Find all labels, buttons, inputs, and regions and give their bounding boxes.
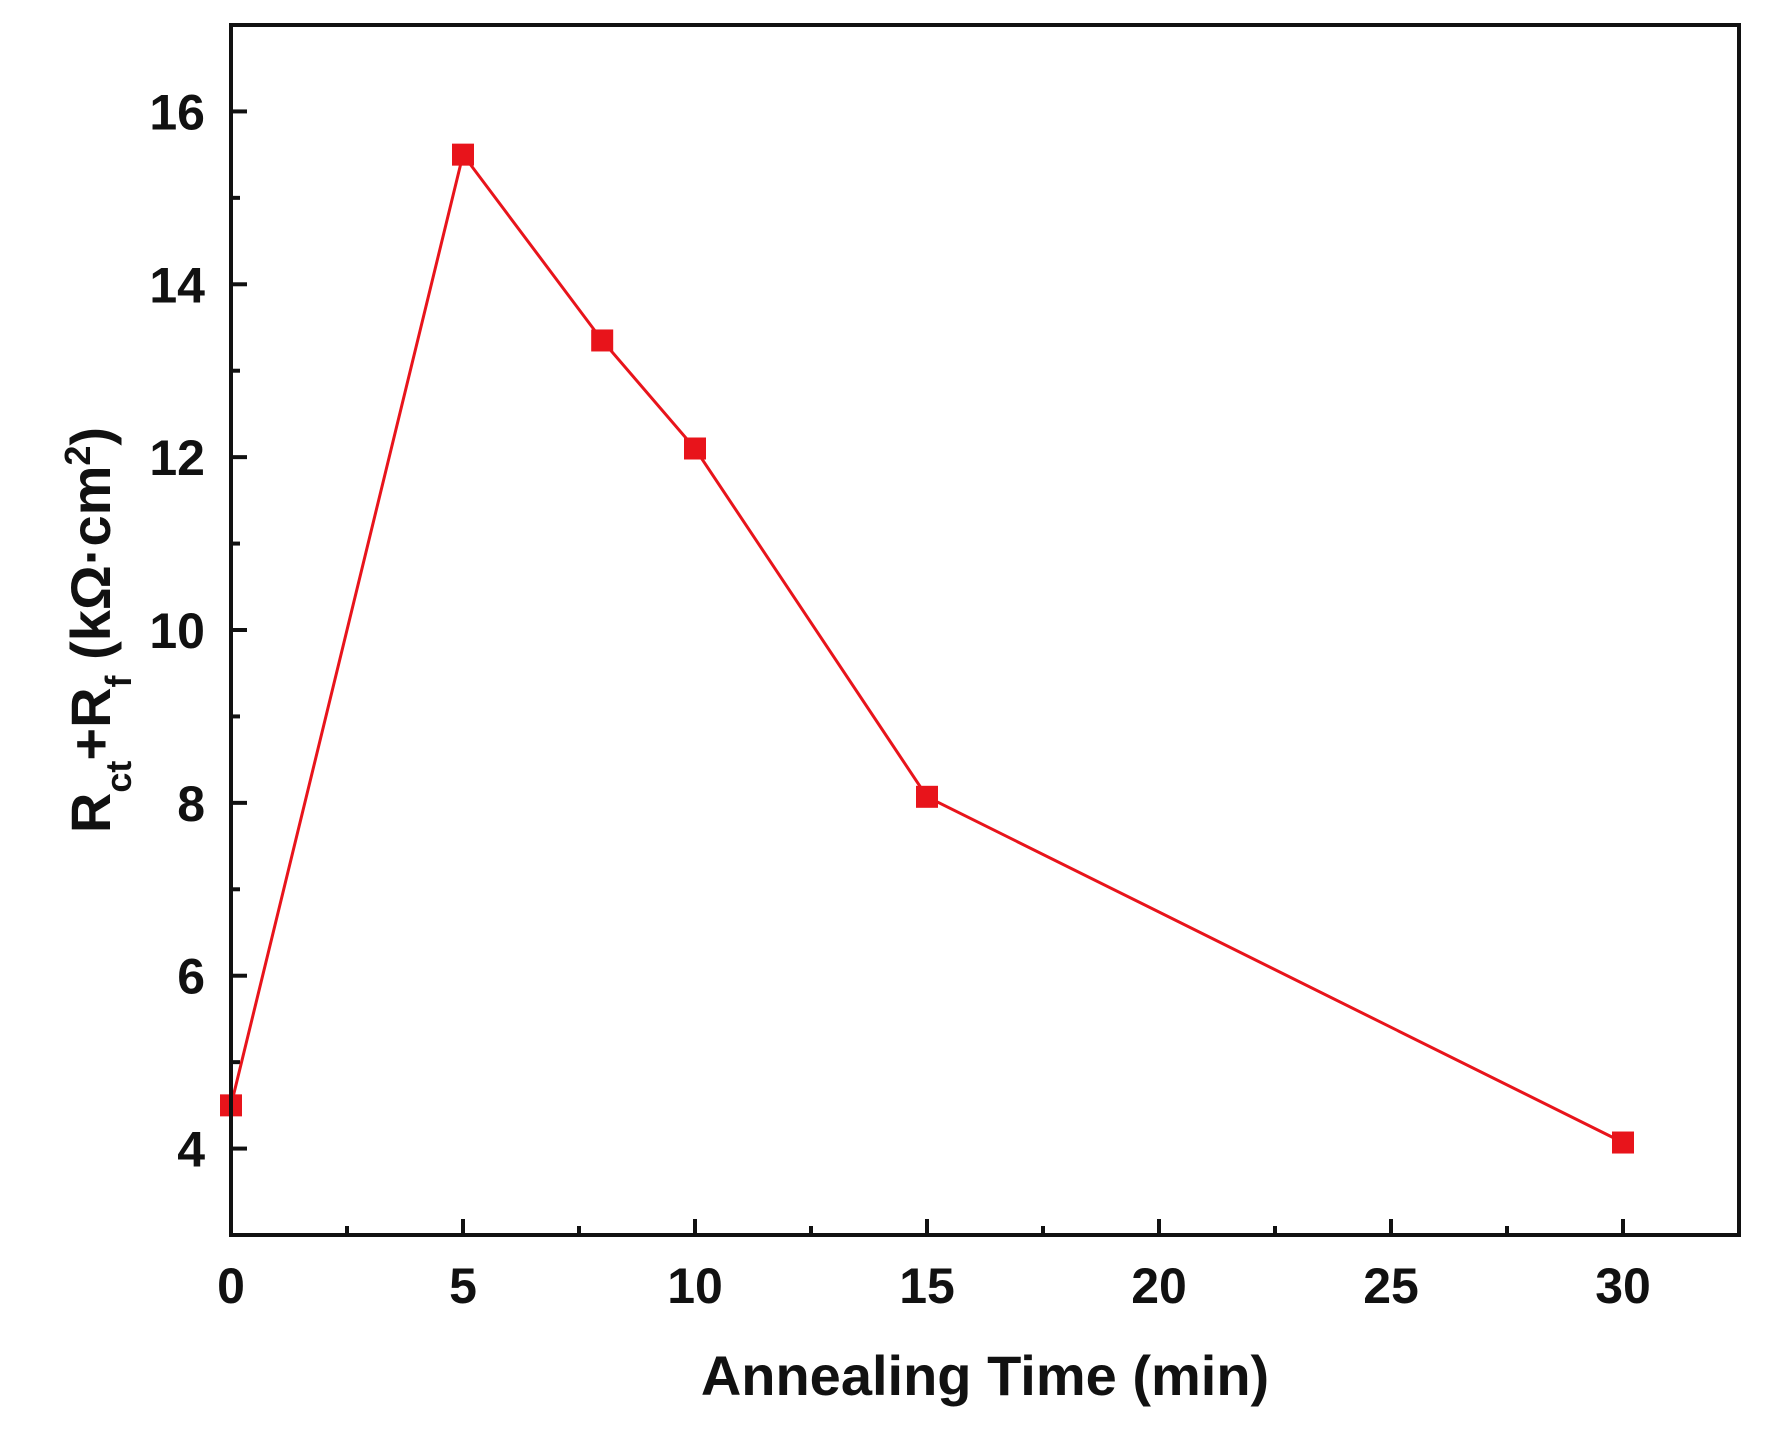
data-point (591, 329, 614, 352)
x-tick-label: 5 (449, 1258, 477, 1314)
data-series (220, 143, 1634, 1154)
series-line (229, 151, 1624, 1144)
x-tick-label: 25 (1363, 1258, 1419, 1314)
x-tick-label: 30 (1595, 1258, 1651, 1314)
data-point (1612, 1131, 1634, 1154)
y-tick-label: 12 (149, 430, 205, 486)
y-tick-label: 6 (177, 949, 205, 1005)
y-tick-label: 16 (149, 84, 205, 140)
plot-frame (229, 23, 1741, 1237)
x-axis-title: Annealing Time (min) (701, 1344, 1269, 1407)
x-tick-label: 10 (667, 1258, 723, 1314)
data-point (684, 437, 706, 460)
x-tick-label: 15 (899, 1258, 955, 1314)
y-tick-label: 8 (177, 776, 205, 832)
y-tick-label: 10 (149, 603, 205, 659)
x-tick-label: 20 (1131, 1258, 1187, 1314)
axis-ticks (229, 23, 1625, 1237)
data-point (452, 143, 474, 166)
x-tick-label: 0 (217, 1258, 245, 1314)
axis-tick-labels: 0 5 10 15 20 25 30 4 6 8 10 12 14 16 (149, 84, 1650, 1314)
y-tick-label: 14 (149, 257, 205, 313)
y-tick-label: 4 (177, 1122, 205, 1178)
y-axis-title: Rct+Rf (kΩ·cm2) (57, 427, 139, 833)
data-point (916, 785, 938, 808)
